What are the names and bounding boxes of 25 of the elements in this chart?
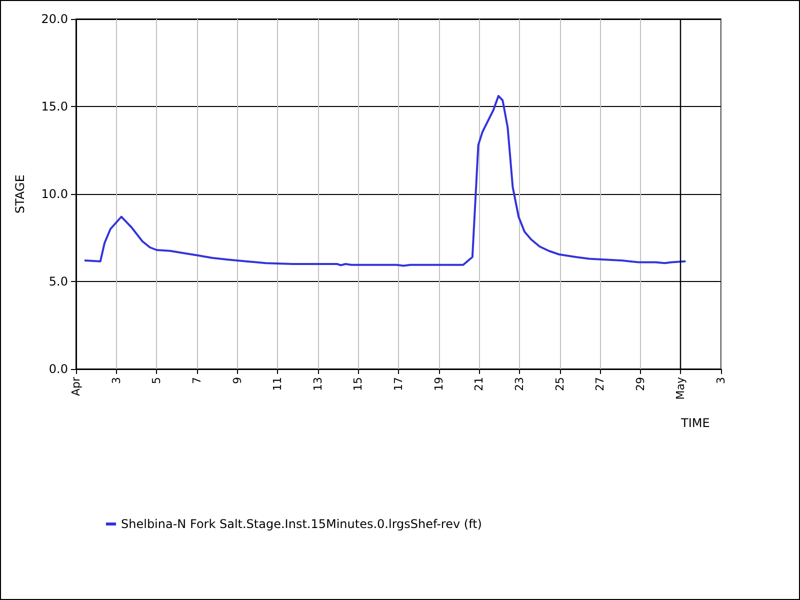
y-tick-label: 10.0 [41, 187, 68, 201]
y-tick-label: 0.0 [48, 362, 68, 376]
x-tick-label: 21 [472, 377, 486, 391]
y-axis-title: STAGE [13, 174, 27, 214]
x-tick-label: 25 [553, 377, 566, 391]
x-tick-label: 13 [311, 377, 324, 391]
x-tick-label: 9 [230, 377, 244, 384]
x-tick-label: 3 [110, 377, 123, 384]
x-axis-title: TIME [680, 416, 710, 430]
x-tick-label: Apr [70, 376, 82, 396]
x-tick-label: 23 [512, 377, 526, 391]
y-tick-label: 15.0 [41, 100, 68, 114]
x-tick-label: 7 [190, 377, 204, 384]
y-tick-label: 5.0 [48, 274, 68, 288]
x-tick-label: 17 [392, 377, 405, 391]
x-tick-label: 27 [594, 377, 607, 391]
y-tick-label: 20.0 [41, 12, 68, 26]
x-tick-label: 5 [150, 377, 164, 384]
x-tick-label: 19 [432, 377, 446, 391]
x-tick-label: 15 [352, 377, 365, 391]
x-tick-label: May [674, 376, 688, 400]
legend-label: Shelbina-N Fork Salt.Stage.Inst.15Minutes.0.lrgsShef-rev (ft) [121, 517, 482, 531]
x-tick-label: 29 [634, 377, 647, 391]
x-tick-label: 11 [271, 377, 284, 391]
x-tick-label: 3 [714, 377, 728, 384]
